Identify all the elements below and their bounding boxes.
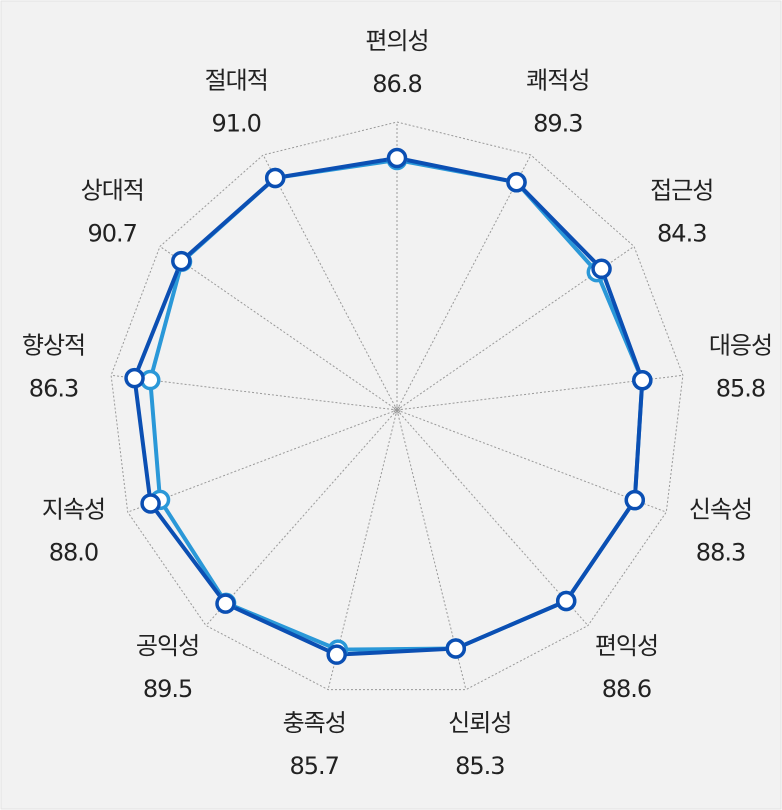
point — [591, 258, 612, 280]
value-label: 85.3 — [455, 752, 504, 780]
category-label: 지속성 — [42, 496, 105, 524]
point — [140, 493, 161, 514]
value-label: 85.8 — [716, 374, 765, 402]
value-label: 89.5 — [143, 675, 192, 703]
spoke — [159, 245, 398, 411]
value-label: 86.8 — [372, 70, 421, 98]
point — [171, 250, 192, 272]
point — [506, 172, 527, 193]
value-label: 91.0 — [211, 110, 260, 138]
value-label: 88.0 — [49, 539, 98, 567]
category-label: 충족성 — [283, 709, 346, 737]
category-label: 신뢰성 — [448, 709, 511, 737]
value-label: 88.6 — [602, 675, 651, 703]
category-label: 접근성 — [650, 176, 713, 204]
value-label: 86.3 — [29, 374, 78, 402]
category-label: 쾌적성 — [526, 67, 589, 95]
point — [632, 369, 653, 391]
series-line — [148, 158, 645, 652]
spoke — [262, 154, 398, 411]
spoke — [396, 409, 589, 626]
spoke — [127, 409, 398, 513]
category-label: 상대적 — [81, 176, 144, 204]
category-label: 절대적 — [205, 67, 268, 95]
value-label: 90.7 — [88, 219, 137, 247]
category-label: 편의성 — [365, 27, 428, 55]
point — [124, 367, 145, 389]
spoke — [396, 409, 667, 513]
series-line — [132, 156, 645, 657]
value-label: 89.3 — [533, 110, 582, 138]
value-label: 85.7 — [289, 752, 338, 780]
category-label: 대응성 — [709, 331, 772, 359]
spoke — [205, 409, 398, 626]
grid-polygon — [110, 121, 684, 691]
category-label: 편익성 — [595, 632, 658, 660]
category-label: 향상적 — [22, 331, 85, 359]
point — [624, 489, 646, 511]
point — [326, 644, 347, 665]
point — [215, 593, 236, 614]
point — [264, 167, 286, 189]
center — [393, 406, 401, 414]
value-label: 88.3 — [696, 539, 745, 567]
category-label: 공익성 — [136, 632, 199, 660]
point — [555, 590, 577, 612]
value-label: 84.3 — [657, 219, 706, 247]
spoke — [396, 154, 532, 411]
point — [386, 147, 408, 169]
point — [445, 638, 467, 659]
category-label: 신속성 — [689, 496, 752, 524]
